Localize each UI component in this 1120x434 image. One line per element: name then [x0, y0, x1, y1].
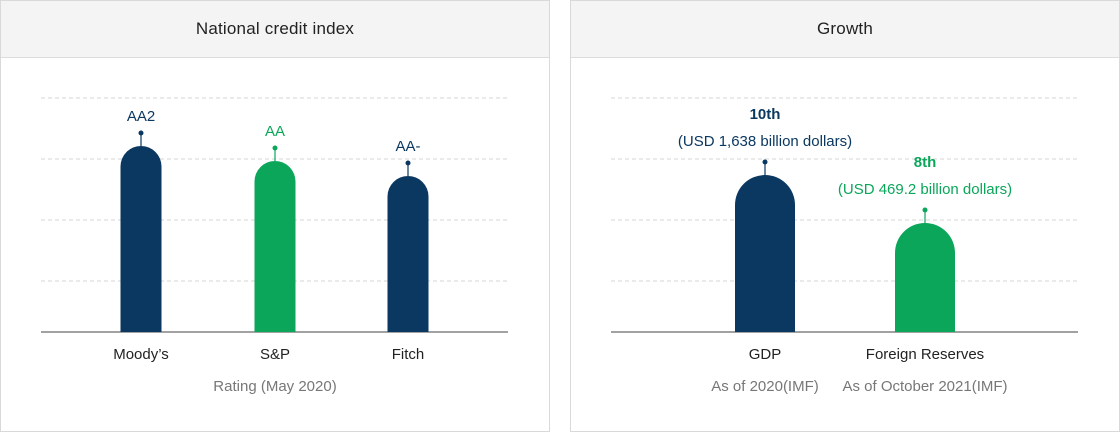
category-label-1: Foreign Reserves — [866, 346, 984, 363]
bar-0 — [735, 175, 795, 332]
marker-dot-1 — [272, 145, 278, 151]
marker-dot-2 — [405, 160, 411, 166]
bar-0 — [120, 146, 162, 332]
growth-panel: Growth — [570, 0, 1120, 432]
x-axis-label: Rating (May 2020) — [213, 378, 336, 395]
data-label-2: AA- — [395, 138, 420, 155]
data-label-0: AA2 — [127, 108, 155, 125]
category-label-1: S&P — [260, 346, 290, 363]
marker-dot-0 — [138, 130, 144, 136]
marker-dot-1 — [922, 207, 928, 213]
category-label-2: Fitch — [392, 346, 425, 363]
data-label-0: 10th — [750, 106, 781, 123]
data-label-1: AA — [265, 123, 285, 140]
bar-1 — [254, 161, 296, 332]
category-note-0: As of 2020(IMF) — [711, 378, 819, 395]
credit-index-panel: National credit index — [0, 0, 550, 432]
growth-title: Growth — [571, 1, 1119, 58]
category-label-0: GDP — [749, 346, 782, 363]
bar-1 — [895, 223, 955, 332]
marker-dot-0 — [762, 159, 768, 165]
category-note-1: As of October 2021(IMF) — [842, 378, 1007, 395]
credit-index-title: National credit index — [1, 1, 549, 58]
data-sublabel-0: (USD 1,638 billion dollars) — [678, 133, 852, 150]
bar-2 — [387, 175, 429, 332]
data-sublabel-1: (USD 469.2 billion dollars) — [838, 181, 1012, 198]
category-label-0: Moody’s — [113, 346, 169, 363]
data-label-1: 8th — [914, 154, 937, 171]
